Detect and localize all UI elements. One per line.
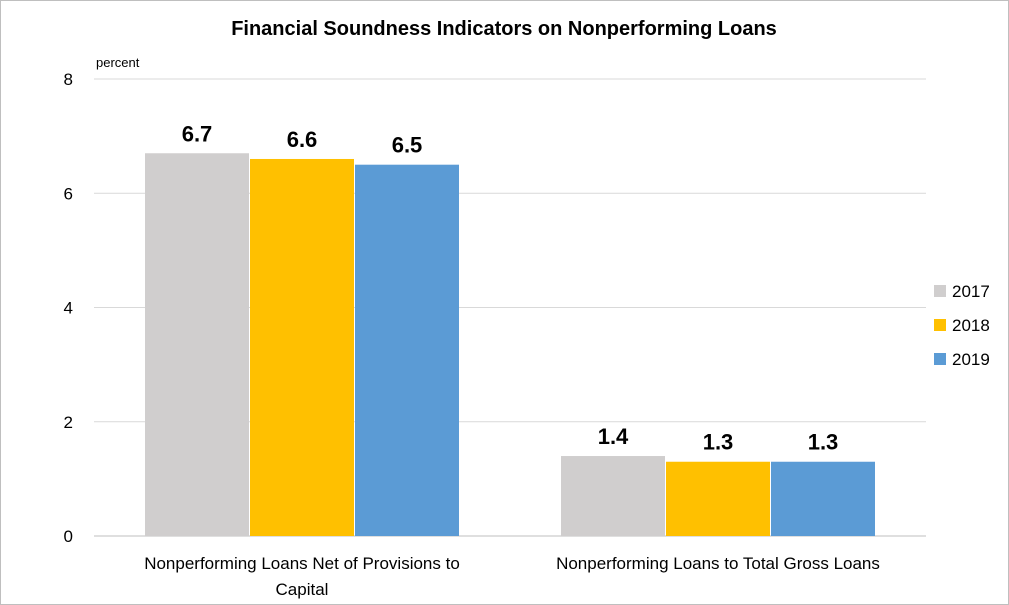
data-label: 1.4 xyxy=(598,424,629,449)
bars xyxy=(145,153,875,536)
legend-label-2018: 2018 xyxy=(952,316,990,335)
data-label: 6.7 xyxy=(182,121,213,146)
x-axis-categories: Nonperforming Loans Net of Provisions to… xyxy=(144,554,880,599)
x-category-label: Nonperforming Loans Net of Provisions to xyxy=(144,554,460,573)
y-axis-unit-label: percent xyxy=(96,55,140,70)
bar-2018-0 xyxy=(250,158,354,536)
legend-label-2017: 2017 xyxy=(952,282,990,301)
bar-2019-1 xyxy=(771,461,875,536)
y-axis-ticks: 0 2 4 6 8 xyxy=(64,70,73,546)
legend-swatch-2019 xyxy=(934,353,946,365)
data-label: 1.3 xyxy=(808,430,839,455)
bar-2018-1 xyxy=(666,461,770,536)
bar-2017-1 xyxy=(561,456,665,536)
legend: 2017 2018 2019 xyxy=(934,282,990,369)
data-label: 1.3 xyxy=(703,430,734,455)
chart-title: Financial Soundness Indicators on Nonper… xyxy=(231,18,777,40)
data-label: 6.6 xyxy=(287,127,318,152)
bar-2019-0 xyxy=(355,164,459,536)
legend-label-2019: 2019 xyxy=(952,350,990,369)
data-label: 6.5 xyxy=(392,133,423,158)
x-category-label: Capital xyxy=(276,580,329,599)
y-tick-label: 0 xyxy=(64,527,73,546)
x-category-label: Nonperforming Loans to Total Gross Loans xyxy=(556,554,880,573)
y-tick-label: 4 xyxy=(64,299,73,318)
y-tick-label: 6 xyxy=(64,184,73,203)
bar-2017-0 xyxy=(145,153,249,536)
y-tick-label: 8 xyxy=(64,70,73,89)
data-labels: 6.7 6.6 6.5 1.4 1.3 1.3 xyxy=(182,121,839,454)
y-tick-label: 2 xyxy=(64,413,73,432)
legend-swatch-2017 xyxy=(934,285,946,297)
legend-swatch-2018 xyxy=(934,319,946,331)
